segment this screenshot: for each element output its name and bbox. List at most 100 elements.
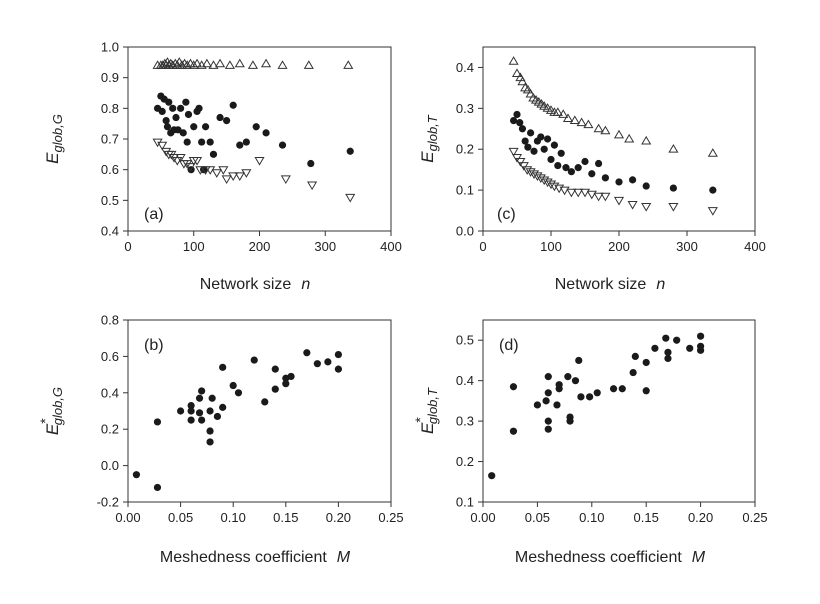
data-point-triangle-up: [188, 60, 199, 69]
data-point: [669, 184, 678, 192]
data-point-triangle-down: [152, 138, 163, 148]
panel-label: (b): [144, 337, 164, 354]
data-point: [521, 137, 529, 145]
data-point: [219, 403, 227, 411]
data-point-triangle-down: [515, 158, 526, 167]
x-axis-label-variable: n: [656, 276, 665, 293]
panel-a: 0 100 200 300 400 0.4 0.5 0.6 0.7 0.8 0.9 1.0 (a) Net…: [43, 40, 402, 294]
data-point: [262, 129, 270, 137]
data-point: [518, 125, 527, 133]
data-point: [213, 412, 222, 421]
x-tick-label: 0.00: [115, 510, 140, 525]
y-tick-label: 0.3: [456, 414, 474, 429]
y-tick-label: 0.1: [456, 495, 474, 510]
data-point: [206, 427, 214, 435]
y-axis-label-symbol: E: [418, 151, 437, 163]
data-point: [673, 336, 681, 344]
data-point-triangle-up: [179, 58, 190, 68]
panel-b: 0.00 0.05 0.10 0.15 0.20 0.25 -0.2 0.0 0.2 0.4 0.6…: [37, 313, 404, 567]
data-point-triangle-up: [201, 58, 212, 68]
data-point-triangle-up: [277, 60, 288, 69]
data-point: [162, 117, 170, 125]
data-point: [236, 141, 244, 149]
data-point-triangle-down: [508, 147, 519, 157]
x-tick-label: 0.05: [525, 510, 550, 525]
data-point: [303, 349, 311, 357]
data-point: [242, 138, 250, 146]
data-point-triangle-up: [261, 58, 272, 68]
data-point-triangle-down: [221, 175, 232, 185]
data-point: [642, 387, 650, 395]
data-point: [334, 350, 342, 359]
data-point: [537, 133, 545, 141]
data-point-triangle-up: [247, 60, 258, 69]
data-point: [252, 123, 260, 131]
x-tick-label: 0.10: [221, 510, 246, 525]
data-point-triangle-down: [166, 150, 177, 160]
data-point-triangle-up: [511, 68, 523, 78]
data-point: [209, 150, 218, 158]
data-point-triangle-up: [668, 144, 679, 153]
data-point-triangle-up: [525, 88, 536, 98]
data-point: [631, 352, 639, 360]
data-point-triangle-down: [254, 157, 265, 166]
data-point-triangle-up: [558, 109, 569, 118]
data-point-triangle-down: [613, 196, 625, 206]
x-tick-label: 0.05: [168, 510, 193, 525]
data-point: [261, 398, 269, 406]
x-tick-label: 200: [608, 239, 630, 254]
data-point: [234, 389, 243, 397]
x-axis-label-variable: M: [337, 549, 351, 566]
data-point: [530, 147, 538, 155]
y-tick-label: 0.2: [456, 454, 474, 469]
panel-label: (d): [499, 337, 519, 354]
y-tick-label: 0.4: [101, 385, 119, 400]
data-point: [271, 365, 279, 373]
data-point-triangle-down: [549, 182, 560, 192]
data-point: [544, 389, 552, 397]
data-point: [195, 409, 204, 417]
data-point-triangle-up: [214, 58, 226, 68]
y-axis-label-symbol: E: [43, 423, 62, 435]
data-point-triangle-up: [562, 113, 574, 122]
data-point: [553, 401, 561, 409]
data-point-triangle-down: [539, 176, 550, 186]
data-point: [179, 129, 187, 137]
data-point-triangle-up: [303, 60, 314, 69]
y-tick-label: 0.1: [456, 183, 474, 198]
x-tick-label: 0.25: [378, 510, 403, 525]
data-point-triangle-up: [613, 129, 625, 139]
data-point-triangle-up: [517, 76, 528, 86]
data-point-triangle-down: [707, 207, 718, 216]
data-point: [195, 104, 203, 112]
x-axis-label-variable: M: [692, 549, 706, 566]
data-point-triangle-down: [307, 181, 318, 191]
data-point-triangle-up: [170, 58, 181, 68]
data-point-triangle-down: [280, 175, 291, 185]
data-point: [618, 385, 626, 393]
panel-label: (c): [497, 206, 516, 223]
data-point: [195, 394, 204, 402]
data-point: [574, 164, 582, 172]
data-point-triangle-down: [579, 188, 591, 198]
data-point: [313, 360, 321, 368]
data-point: [533, 401, 542, 409]
data-point: [223, 117, 231, 125]
data-point: [562, 164, 570, 172]
y-axis-label-symbol: E: [418, 422, 437, 434]
data-point-triangle-up: [593, 123, 604, 133]
x-tick-label: 0: [124, 239, 131, 254]
plot-frame: [127, 46, 392, 232]
data-point: [187, 401, 195, 410]
data-point: [651, 344, 659, 352]
y-tick-label: 0.8: [101, 101, 119, 116]
x-axis-label: Network size n: [555, 276, 666, 293]
data-point: [516, 119, 524, 127]
data-point: [488, 472, 496, 480]
data-point: [287, 372, 295, 381]
y-tick-label: 0.4: [456, 373, 474, 388]
x-axis-label-text: Network size: [555, 276, 647, 293]
data-point-triangle-down: [211, 169, 222, 178]
y-tick-label: 0.0: [101, 458, 119, 473]
